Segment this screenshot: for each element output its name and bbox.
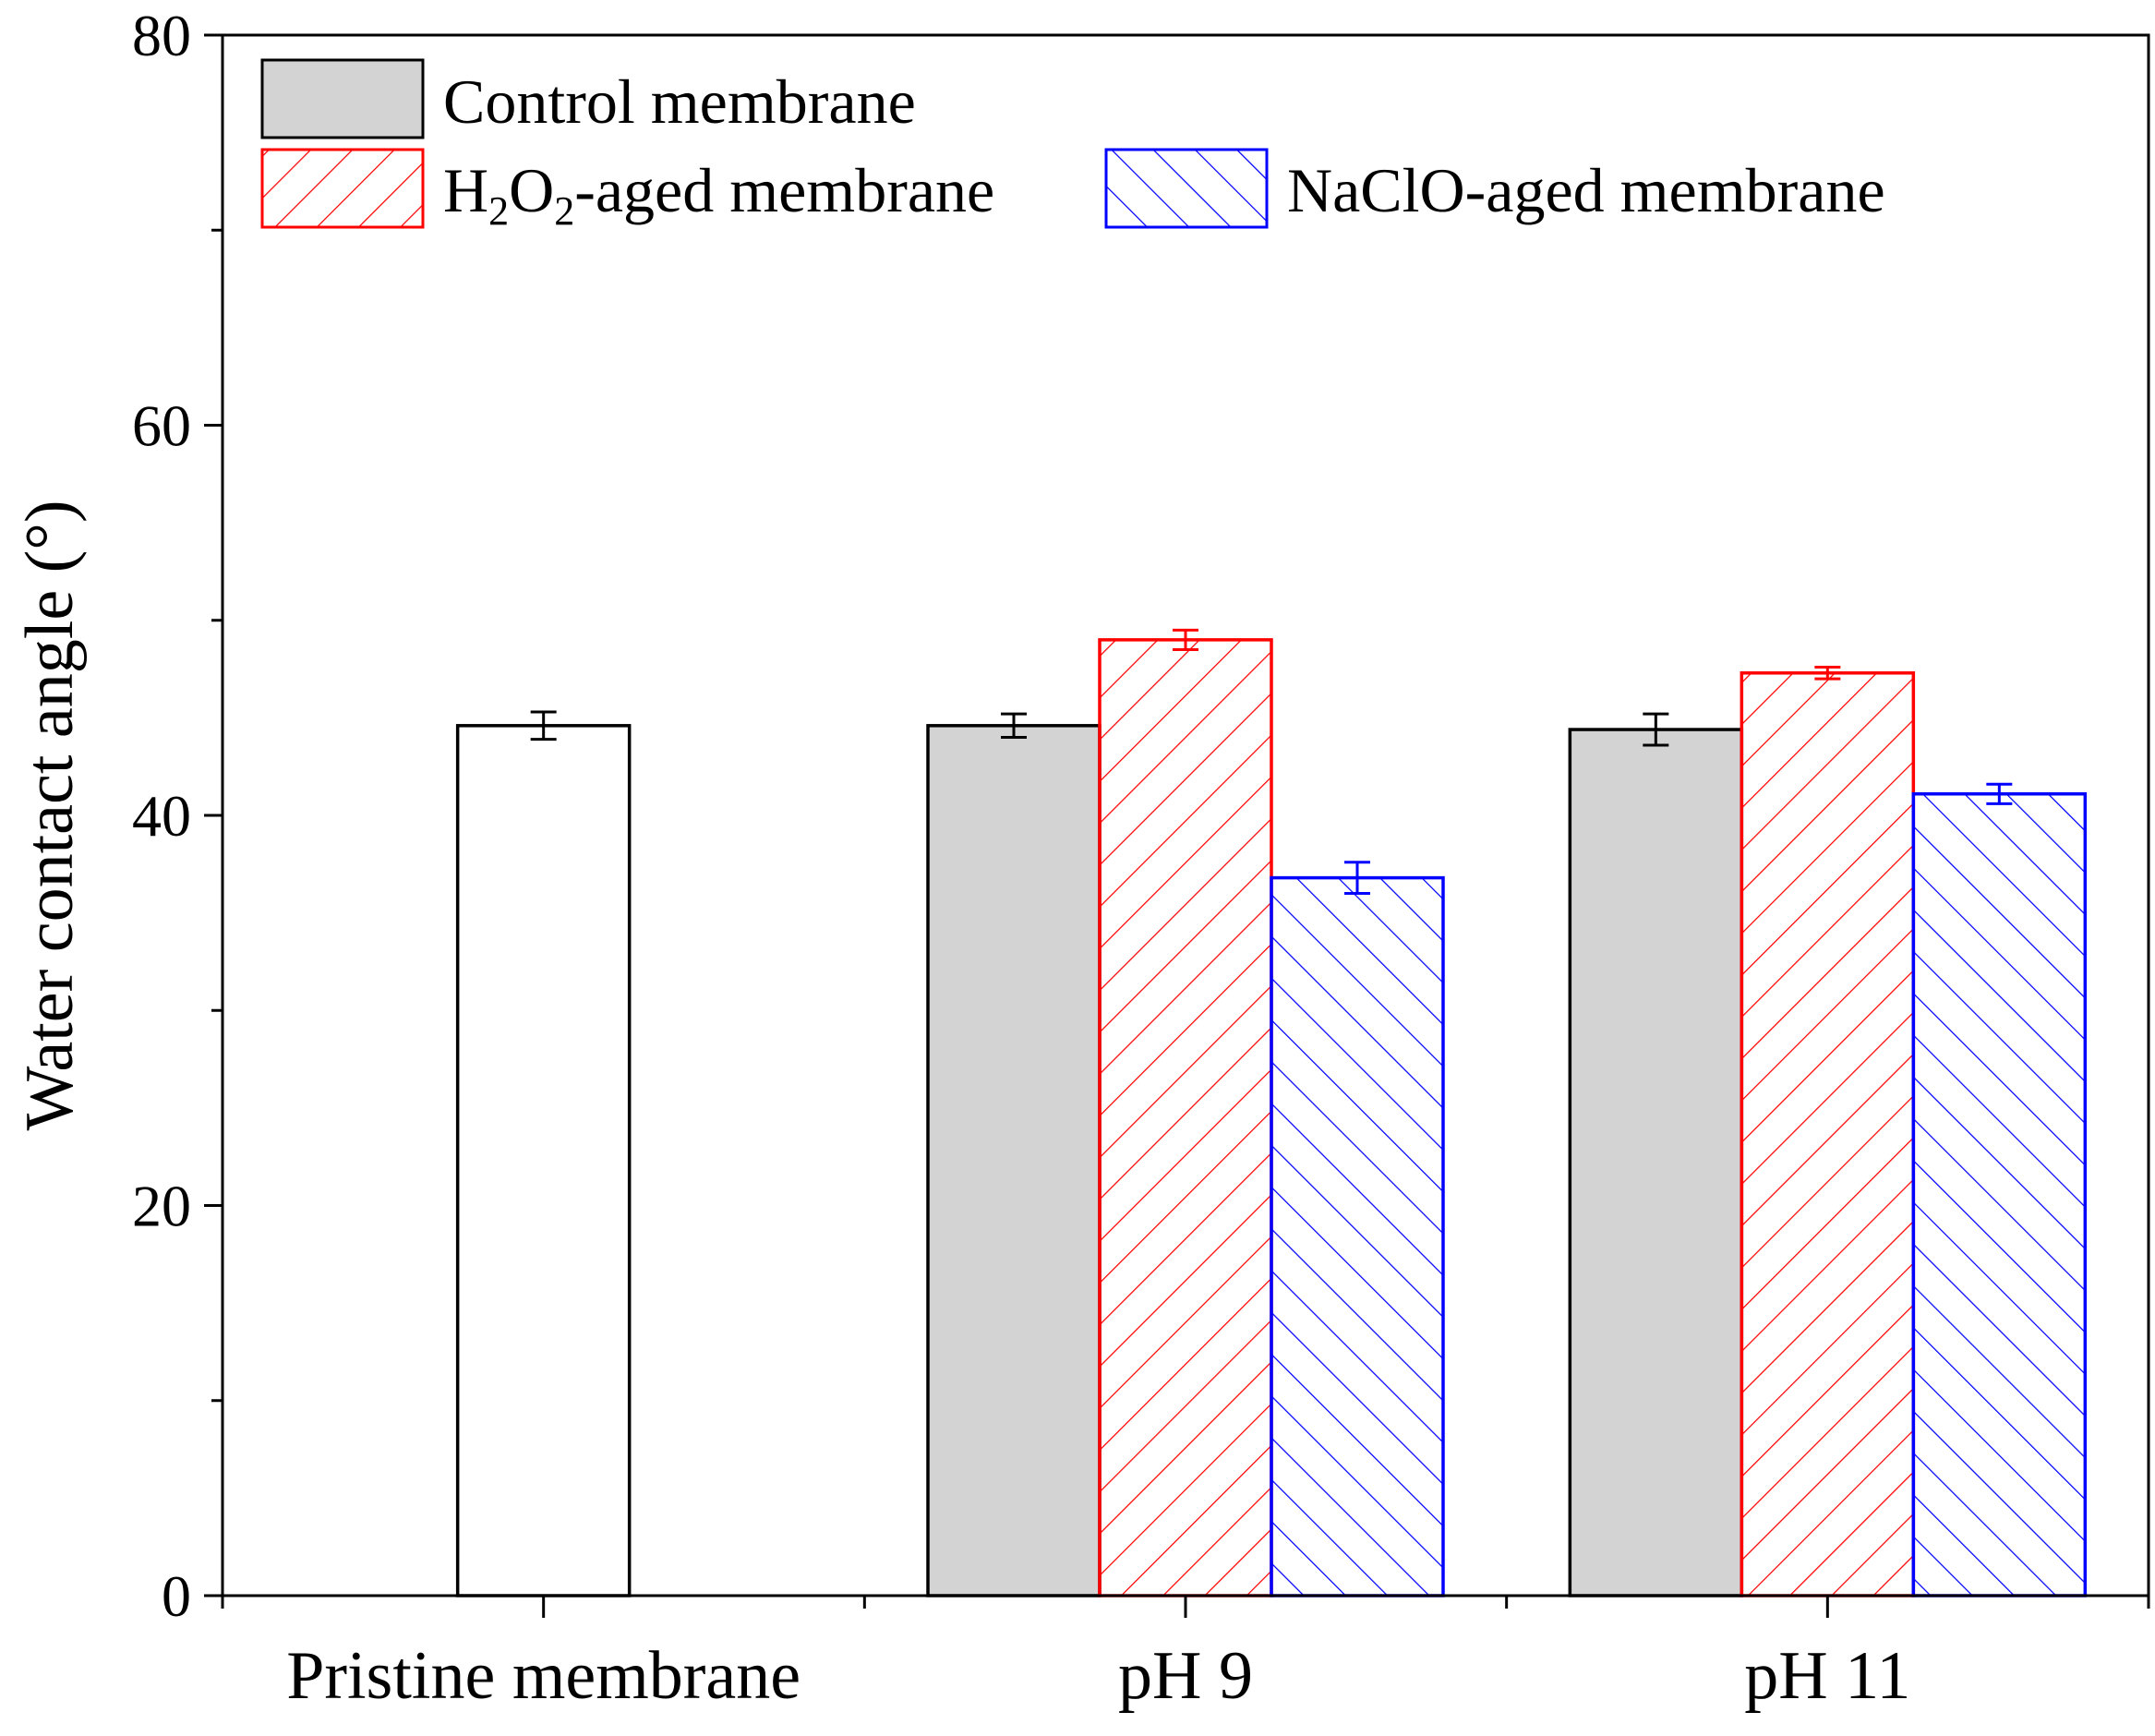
bar-control-ph-11 bbox=[1568, 728, 1744, 1597]
x-tick-label: Pristine membrane bbox=[286, 1638, 801, 1714]
legend-swatch-h2o2 bbox=[260, 148, 425, 229]
bar-h2o2-ph-11 bbox=[1740, 671, 1916, 1597]
legend-swatch-naclo bbox=[1104, 148, 1269, 229]
y-tick-label: 40 bbox=[132, 783, 191, 849]
legend-label-naclo: NaClO-aged membrane bbox=[1287, 155, 1885, 225]
bar-naclo-ph-11 bbox=[1911, 792, 2088, 1597]
legend-h2o2-sub2: 2 bbox=[554, 188, 574, 234]
bars-layer bbox=[455, 638, 2088, 1597]
x-tick-label: pH 9 bbox=[1118, 1638, 1253, 1714]
y-tick-label: 0 bbox=[162, 1563, 191, 1629]
y-axis-ticks: 0 20 40 60 80 bbox=[132, 3, 223, 1629]
bar-naclo-ph-9 bbox=[1270, 875, 1445, 1597]
legend: Control membrane H2O2-aged membrane NaCl… bbox=[260, 58, 1885, 234]
y-tick-label: 20 bbox=[132, 1174, 191, 1239]
legend-label-h2o2: H2O2-aged membrane bbox=[443, 155, 994, 234]
legend-swatch-control bbox=[260, 58, 425, 139]
bar-pristine bbox=[455, 724, 632, 1597]
legend-h2o2-h: H bbox=[443, 155, 488, 225]
bar-h2o2-ph-9 bbox=[1098, 638, 1273, 1597]
x-tick-label: pH 11 bbox=[1744, 1638, 1910, 1714]
y-axis-label: Water contact angle (°) bbox=[12, 500, 88, 1130]
legend-h2o2-rest: -aged membrane bbox=[574, 155, 994, 225]
bar-control-ph-9 bbox=[926, 724, 1102, 1597]
y-tick-label: 60 bbox=[132, 393, 191, 459]
error-bars-layer bbox=[530, 628, 2013, 895]
legend-h2o2-sub1: 2 bbox=[488, 188, 509, 234]
x-axis-ticks: Pristine membrane pH 9 pH 11 bbox=[221, 1596, 2150, 1714]
legend-label-control: Control membrane bbox=[443, 66, 916, 137]
legend-h2o2-o: O bbox=[509, 155, 554, 225]
y-tick-label: 80 bbox=[132, 3, 191, 68]
